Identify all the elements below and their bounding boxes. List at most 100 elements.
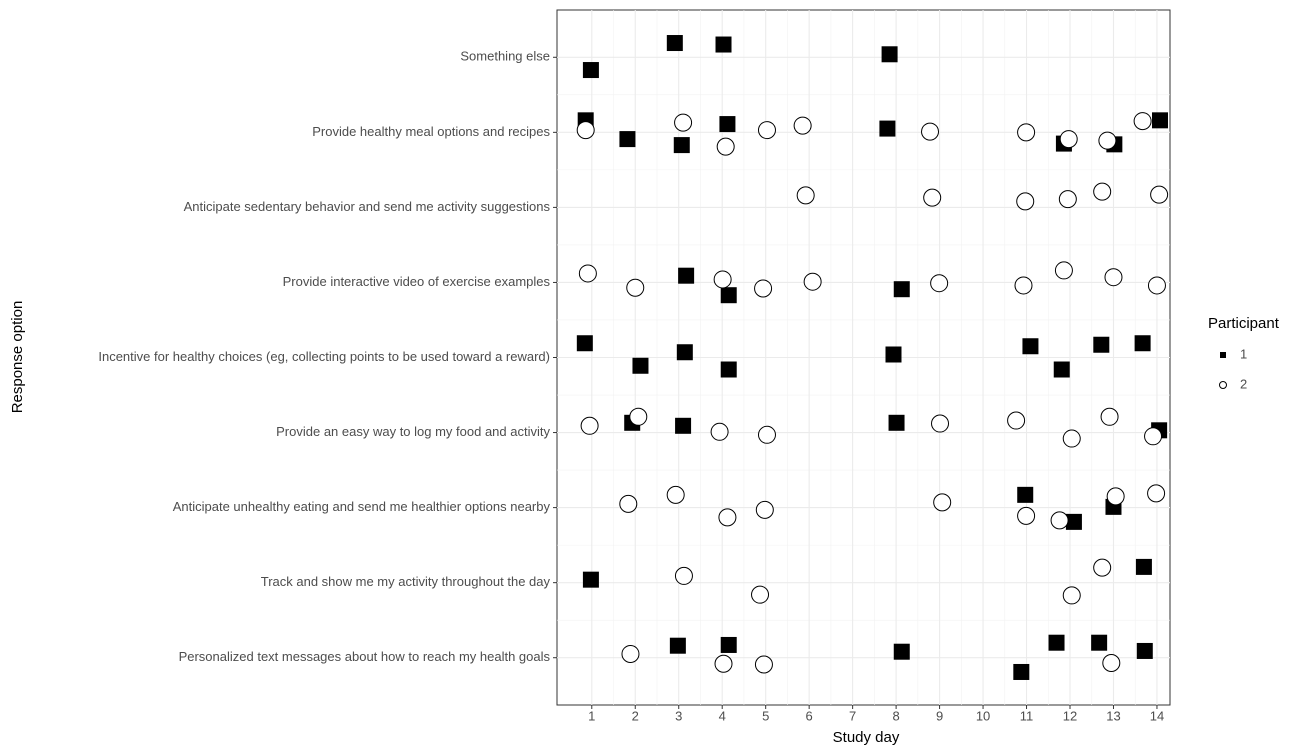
point	[1091, 634, 1108, 651]
x-tick-label: 13	[1106, 708, 1120, 723]
point	[1136, 642, 1153, 659]
point	[1152, 112, 1169, 129]
point	[1133, 112, 1152, 131]
point	[1147, 484, 1166, 503]
x-tick-label: 11	[1020, 708, 1034, 723]
point	[1058, 190, 1077, 209]
point	[893, 281, 910, 298]
point	[879, 120, 896, 137]
point	[933, 493, 952, 512]
point	[580, 416, 599, 435]
point	[1135, 558, 1152, 575]
x-tick-label: 10	[976, 708, 990, 723]
point	[754, 279, 773, 298]
point	[1106, 487, 1125, 506]
point	[751, 585, 770, 604]
x-tick-label: 3	[675, 708, 682, 723]
x-tick-label: 5	[762, 708, 769, 723]
point	[1017, 506, 1036, 525]
point	[930, 274, 949, 293]
point	[619, 494, 638, 513]
point	[582, 62, 599, 79]
legend-marker	[1219, 381, 1227, 389]
point	[803, 272, 822, 291]
point	[1017, 123, 1036, 142]
point	[1093, 182, 1112, 201]
point	[1053, 361, 1070, 378]
point	[710, 422, 729, 441]
point	[720, 636, 737, 653]
point	[676, 344, 693, 361]
point	[881, 46, 898, 63]
point	[621, 644, 640, 663]
legend-title: Participant	[1208, 315, 1280, 332]
point	[715, 36, 732, 53]
point	[885, 346, 902, 363]
x-tick-label: 12	[1063, 708, 1077, 723]
point	[582, 571, 599, 588]
point	[921, 122, 940, 141]
point	[1048, 634, 1065, 651]
legend-label: 1	[1240, 346, 1247, 361]
point	[626, 278, 645, 297]
x-tick-label: 9	[936, 708, 943, 723]
legend-label: 2	[1240, 376, 1247, 391]
point	[793, 116, 812, 135]
point	[716, 137, 735, 156]
y-tick-label: Anticipate sedentary behavior and send m…	[184, 199, 551, 214]
point	[888, 414, 905, 431]
point	[893, 643, 910, 660]
y-tick-label: Provide interactive video of exercise ex…	[283, 274, 551, 289]
point	[1065, 513, 1082, 530]
point	[1013, 663, 1030, 680]
y-tick-label: Track and show me my activity throughout…	[261, 574, 551, 589]
point	[1054, 261, 1073, 280]
point	[1134, 335, 1151, 352]
x-tick-label: 2	[632, 708, 639, 723]
point	[675, 417, 692, 434]
point	[1100, 407, 1119, 426]
point	[1007, 411, 1026, 430]
point	[757, 121, 776, 140]
point	[1098, 131, 1117, 150]
point	[578, 264, 597, 283]
y-tick-label: Personalized text messages about how to …	[179, 649, 551, 664]
x-tick-label: 8	[892, 708, 899, 723]
point	[1062, 429, 1081, 448]
y-axis-title: Response option	[9, 301, 26, 414]
x-tick-label: 1	[588, 708, 595, 723]
x-tick-label: 7	[849, 708, 856, 723]
point	[1093, 336, 1110, 353]
point	[1147, 276, 1166, 295]
point	[1093, 558, 1112, 577]
point	[1059, 130, 1078, 149]
point	[673, 137, 690, 154]
x-tick-label: 14	[1150, 708, 1164, 723]
y-tick-label: Something else	[460, 49, 550, 64]
point	[1144, 427, 1163, 446]
point	[720, 287, 737, 304]
point	[757, 425, 776, 444]
y-tick-label: Provide an easy way to log my food and a…	[276, 424, 550, 439]
legend-marker	[1220, 352, 1226, 358]
point	[1102, 653, 1121, 672]
x-tick-label: 4	[719, 708, 726, 723]
point	[669, 637, 686, 654]
point	[719, 116, 736, 133]
point	[1016, 192, 1035, 211]
point	[754, 655, 773, 674]
point	[619, 131, 636, 148]
point	[629, 407, 648, 426]
point	[576, 121, 595, 140]
point	[1150, 185, 1169, 204]
point	[678, 267, 695, 284]
point	[632, 357, 649, 374]
point	[674, 566, 693, 585]
point	[931, 414, 950, 433]
point	[713, 270, 732, 289]
point	[1104, 268, 1123, 287]
point	[674, 113, 693, 132]
y-tick-label: Provide healthy meal options and recipes	[312, 124, 550, 139]
